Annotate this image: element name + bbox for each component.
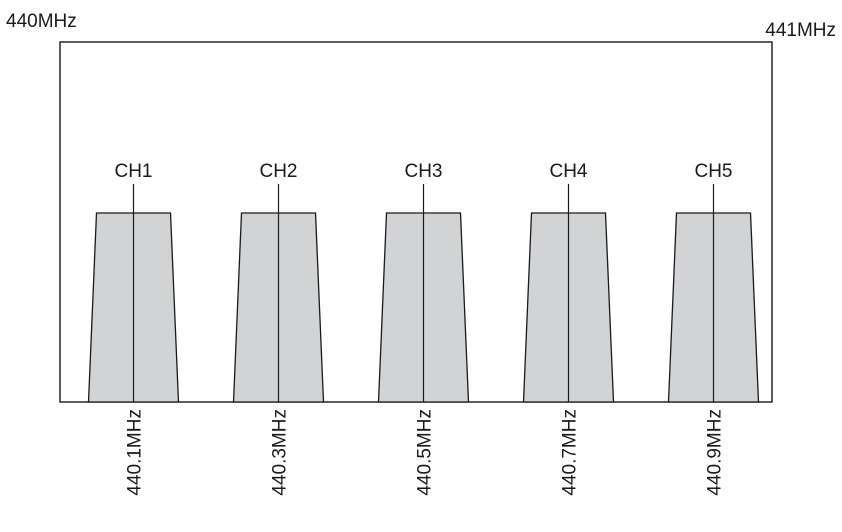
channel-name-1: CH1 — [114, 161, 152, 182]
channel-frequency-label-5: 440.9MHz — [705, 409, 726, 496]
channel-name-2: CH2 — [259, 161, 297, 182]
channel-frequency-label-4: 440.7MHz — [560, 409, 581, 496]
band-end-label: 441MHz — [765, 20, 836, 41]
channel-frequency-label-3: 440.5MHz — [415, 409, 436, 496]
band-start-label: 440MHz — [6, 11, 77, 32]
channel-frequency-label-1: 440.1MHz — [125, 409, 146, 496]
channel-group: CH1 440.1MHz CH2 440.3MHz CH3 440.5MHz CH4 440.… — [87, 161, 760, 496]
channel-frequency-label-2: 440.3MHz — [270, 409, 291, 496]
channel-name-5: CH5 — [694, 161, 732, 182]
channel-name-3: CH3 — [404, 161, 442, 182]
channel-name-4: CH4 — [549, 161, 587, 182]
